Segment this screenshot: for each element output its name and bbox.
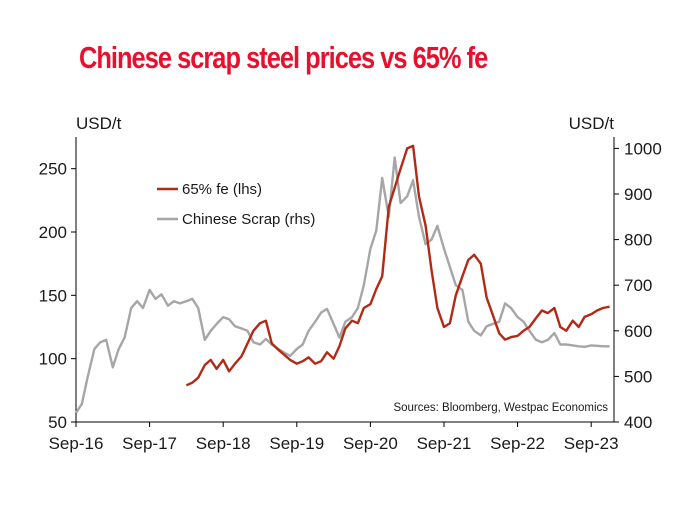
legend: 65% fe (lhs) Chinese Scrap (rhs): [157, 181, 315, 228]
left-unit-label: USD/t: [76, 114, 122, 133]
x-tick-label: Sep-21: [417, 434, 472, 453]
axes: [75, 137, 615, 423]
x-tick-label: Sep-18: [196, 434, 251, 453]
x-tick-label: Sep-17: [122, 434, 177, 453]
series-line-fe: [185, 144, 610, 387]
y-left-tick-label: 250: [39, 160, 67, 179]
y-left-tick-label: 100: [39, 350, 67, 369]
y-right-tick-label: 400: [624, 413, 652, 432]
x-tick-label: Sep-19: [269, 434, 324, 453]
right-unit-label: USD/t: [569, 114, 615, 133]
legend-label-fe: 65% fe (lhs): [182, 181, 262, 198]
y-right-tick-label: 700: [624, 276, 652, 295]
y-left-tick-label: 50: [48, 413, 67, 432]
y-right-tick-label: 600: [624, 322, 652, 341]
legend-label-scrap: Chinese Scrap (rhs): [182, 211, 315, 228]
x-tick-label: Sep-23: [564, 434, 619, 453]
series-line-scrap: [74, 156, 610, 414]
x-tick-label: Sep-16: [49, 434, 104, 453]
y-left-tick-label: 200: [39, 223, 67, 242]
chart-title: Chinese scrap steel prices vs 65% fe: [79, 40, 488, 75]
x-tick-label: Sep-22: [490, 434, 545, 453]
y-right-tick-label: 500: [624, 367, 652, 386]
y-left-tick-label: 150: [39, 286, 67, 305]
y-right-tick-label: 800: [624, 231, 652, 250]
y-right-tick-label: 900: [624, 185, 652, 204]
x-tick-label: Sep-20: [343, 434, 398, 453]
series-layer: [74, 144, 610, 414]
tick-layer: Sep-16 Sep-17 Sep-18 Sep-19 Sep-20 Sep-21 Sep-…: [39, 139, 662, 453]
source-note: Sources: Bloomberg, Westpac Economics: [393, 402, 608, 414]
y-right-tick-label: 1000: [624, 139, 662, 158]
